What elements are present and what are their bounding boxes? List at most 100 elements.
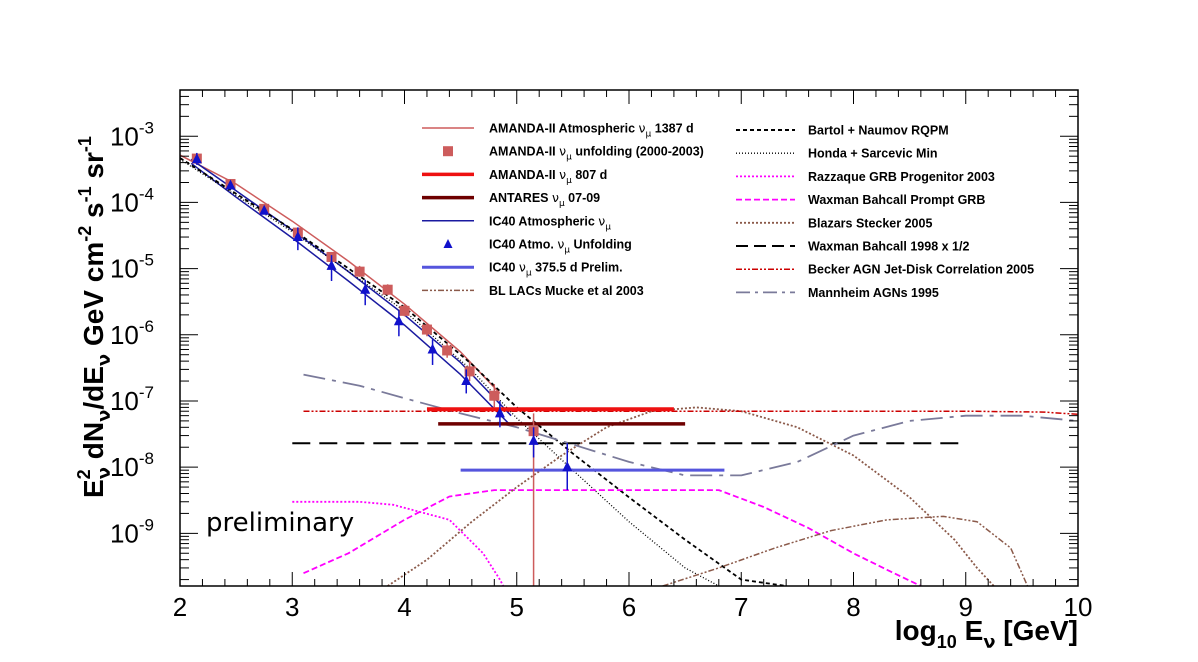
triangle-marker — [427, 343, 438, 354]
legend-label: IC40 νμ 375.5 d Prelim. — [489, 260, 623, 279]
scatter-point-1-8 — [461, 369, 472, 394]
x-tick-label: 7 — [734, 592, 748, 622]
scatter-point-1-4 — [326, 255, 337, 281]
preliminary-annotation: preliminary — [206, 508, 354, 538]
x-tick-label: 4 — [397, 592, 411, 622]
legend-label: IC40 Atmo. νμ Unfolding — [489, 237, 632, 256]
y-axis-title: E2ν dNν/dEν GeV cm-2 s-1 sr-1 — [74, 136, 115, 498]
x-tick-label: 2 — [173, 592, 187, 622]
scatter-point-1-0 — [191, 152, 202, 165]
y-tick-label: 10-3 — [110, 118, 154, 151]
triangle-marker — [326, 259, 337, 270]
legend-label: ANTARES νμ 07-09 — [489, 190, 600, 209]
x-tick-label: 8 — [846, 592, 860, 622]
series-line-9 — [303, 410, 1078, 416]
scatter-point-0-5 — [354, 265, 365, 277]
legend-entry-left-4: IC40 Atmospheric νμ — [422, 213, 611, 232]
scatter-point-1-6 — [393, 310, 404, 337]
triangle-marker — [225, 179, 236, 190]
series-line-4 — [180, 158, 720, 586]
legend-swatch — [443, 239, 453, 248]
legend-label: AMANDA-II νμ unfolding (2000-2003) — [489, 144, 704, 163]
y-tick-label: 10-8 — [110, 449, 154, 482]
legend-label: BL LACs Mucke et al 2003 — [489, 284, 644, 298]
series-line-0 — [180, 154, 501, 394]
legend-entry-right-0: Bartol + Naumov RQPM — [736, 124, 949, 138]
x-axis-title: log10 Eν [GeV] — [895, 615, 1078, 653]
triangle-marker — [562, 461, 573, 472]
y-tick-label: 10-4 — [110, 184, 154, 217]
scatter-point-1-11 — [562, 443, 573, 491]
series-line-7 — [387, 406, 995, 586]
x-tick-label: 5 — [510, 592, 524, 622]
legend-entry-left-6: IC40 νμ 375.5 d Prelim. — [422, 260, 623, 279]
y-tick-label: 10-5 — [110, 251, 154, 284]
legend-label: IC40 Atmospheric νμ — [489, 213, 611, 232]
x-tick-label: 9 — [959, 592, 973, 622]
legend-label: Bartol + Naumov RQPM — [808, 124, 949, 138]
legend-entry-right-6: Becker AGN Jet-Disk Correlation 2005 — [736, 263, 1034, 277]
x-tick-label: 10 — [1064, 592, 1093, 622]
square-marker — [399, 305, 410, 316]
scatter-point-0-6 — [382, 284, 393, 295]
legend-entry-right-7: Mannheim AGNs 1995 — [736, 286, 939, 300]
legend-swatch — [443, 146, 453, 157]
legend-label: Waxman Bahcall Prompt GRB — [808, 193, 985, 207]
legend-entry-left-5: IC40 Atmo. νμ Unfolding — [443, 237, 632, 256]
triangle-marker — [292, 231, 303, 242]
square-marker — [442, 345, 453, 356]
legend-label: Becker AGN Jet-Disk Correlation 2005 — [808, 263, 1034, 277]
series-line-3 — [180, 157, 787, 586]
legend-label: Waxman Bahcall 1998 x 1/2 — [808, 240, 969, 254]
legend-entry-right-1: Honda + Sarcevic Min — [736, 147, 938, 161]
legend-entry-left-2: AMANDA-II νμ 807 d — [422, 167, 607, 186]
scatter-point-1-3 — [292, 227, 303, 251]
legend-entry-right-5: Waxman Bahcall 1998 x 1/2 — [736, 240, 969, 254]
triangle-marker — [528, 434, 539, 445]
square-marker — [421, 324, 432, 335]
legend-entry-right-3: Waxman Bahcall Prompt GRB — [736, 193, 985, 207]
y-tick-label: 10-9 — [110, 515, 154, 548]
scatter-point-0-8 — [421, 323, 432, 337]
series-line-11 — [662, 515, 1029, 586]
square-marker — [489, 390, 500, 401]
x-tick-label: 6 — [622, 592, 636, 622]
y-tick-label: 10-7 — [110, 383, 154, 416]
chart-axes: 2 3 4 5 6 7 8 9 10 10-9 10-8 10-7 10-6 10-5 10-4 10-3 lo… — [74, 89, 1093, 653]
square-marker — [354, 266, 365, 277]
legend-entry-left-1: AMANDA-II νμ unfolding (2000-2003) — [443, 144, 704, 163]
legend-entry-left-7: BL LACs Mucke et al 2003 — [422, 284, 644, 298]
chart-legend: AMANDA-II Atmospheric νμ 1387 d AMANDA-II… — [422, 121, 1034, 300]
scatter-point-1-5 — [360, 279, 371, 306]
series-line-2 — [190, 162, 512, 427]
scatter-point-0-10 — [464, 361, 475, 382]
series-line-5 — [292, 500, 505, 586]
triangle-marker — [461, 375, 472, 386]
legend-label: AMANDA-II νμ 807 d — [489, 167, 607, 186]
legend-label: Blazars Stecker 2005 — [808, 216, 932, 230]
square-marker — [464, 366, 475, 377]
scatter-point-0-7 — [399, 305, 410, 317]
legend-entry-right-2: Razzaque GRB Progenitor 2003 — [736, 170, 995, 184]
legend-entry-left-0: AMANDA-II Atmospheric νμ 1387 d — [422, 121, 694, 140]
chart-series-layer — [180, 152, 1078, 586]
triangle-marker — [494, 407, 505, 418]
legend-label: Honda + Sarcevic Min — [808, 147, 938, 161]
scatter-point-1-10 — [528, 427, 539, 458]
legend-entry-left-3: ANTARES νμ 07-09 — [422, 190, 600, 209]
triangle-marker — [393, 315, 404, 326]
legend-label: Mannheim AGNs 1995 — [808, 286, 939, 300]
triangle-marker — [191, 153, 202, 164]
legend-entry-right-4: Blazars Stecker 2005 — [736, 216, 932, 230]
legend-label: AMANDA-II Atmospheric νμ 1387 d — [489, 121, 694, 140]
series-line-6 — [303, 489, 922, 586]
scatter-point-1-7 — [427, 339, 438, 365]
series-line-10 — [303, 373, 1078, 477]
square-marker — [382, 284, 393, 295]
scatter-point-0-9 — [442, 343, 453, 358]
triangle-marker — [360, 283, 371, 294]
y-tick-label: 10-6 — [110, 317, 154, 350]
scatter-point-1-1 — [225, 179, 236, 190]
legend-label: Razzaque GRB Progenitor 2003 — [808, 170, 995, 184]
